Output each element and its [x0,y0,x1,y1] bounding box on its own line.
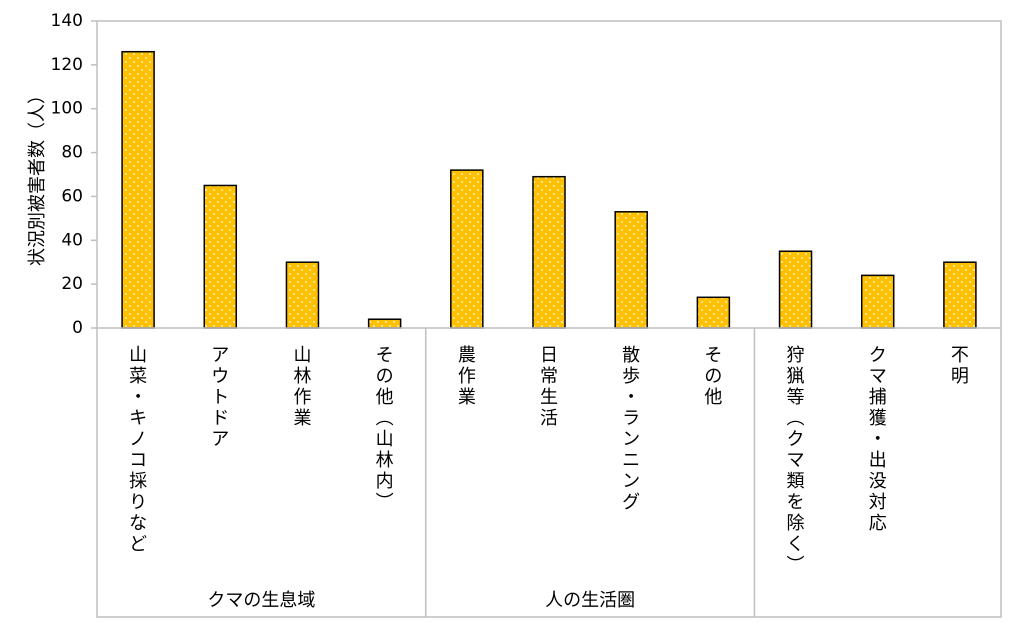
x-tick-label: 山林作業 [293,345,311,429]
axes-layer: 0 20 40 60 80 100 120 140 [51,11,1001,617]
y-tick-label: 120 [51,55,83,75]
y-tick-label: 20 [61,274,83,294]
x-tick-label: 狩猟等︵クマ類を除く︶ [787,345,805,576]
y-tick-label: 40 [61,230,83,250]
bar [943,261,977,329]
x-tick-label: その他︵山林内︶ [376,345,394,513]
plot-frame [96,20,1002,618]
bar [121,50,155,329]
x-tick-label: 不明 [951,345,969,387]
group-label: 人の生活圏 [545,590,635,611]
y-tick-label: 100 [51,99,83,119]
x-tick-label: 日常生活 [540,345,558,429]
bar [450,169,484,329]
y-tick-label: 140 [51,11,83,31]
bar [778,250,813,329]
bar [860,274,895,329]
labels-layer: 山菜・キノコ採りなど アウトドア 山林作業 その他︵山林内︶ 農作業 日常生活 散歩・ランニ… [129,345,969,611]
y-axis-label: 状況別被害者数（人） [27,86,48,266]
bar [532,175,566,329]
group-label: クマの生息域 [207,590,315,611]
bar [285,261,320,329]
x-tick-label: アウトドア [211,345,229,450]
x-tick-label: その他 [704,345,722,408]
x-tick-label: クマ捕獲・出没対応 [869,345,887,534]
x-tick-label: 農作業 [458,345,476,408]
y-tick-label: 60 [61,186,83,206]
y-tick-label: 0 [72,318,83,338]
bar [696,296,731,329]
bars-layer [121,50,977,329]
y-tick-label: 80 [61,143,83,163]
bar [203,184,238,329]
bar [614,211,648,329]
x-tick-label: 散歩・ランニング [622,345,640,513]
x-tick-label: 山菜・キノコ採りなど [129,345,147,555]
bar [367,318,402,329]
